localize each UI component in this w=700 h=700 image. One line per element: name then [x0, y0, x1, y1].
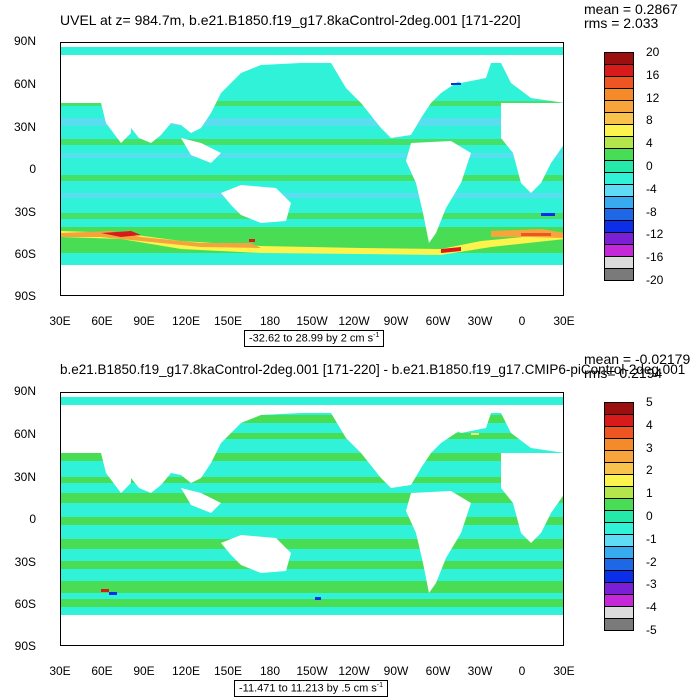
- colorbar-label: -2: [646, 554, 657, 569]
- lat-label: 90S: [14, 639, 36, 653]
- lon-label: 30E: [553, 314, 575, 328]
- colorbar-label: 0: [646, 509, 653, 523]
- lon-label: 150E: [213, 314, 243, 328]
- colorbar-label: 0: [646, 159, 653, 173]
- lat-label: 0: [29, 162, 36, 176]
- lat-label: 90S: [14, 289, 36, 303]
- lon-label: 120W: [338, 664, 370, 678]
- lon-label: 120W: [338, 314, 370, 328]
- bottom-mean-label: mean = -0.02179: [584, 351, 691, 367]
- colorbar-label: 4: [646, 417, 653, 432]
- lat-label: 0: [29, 512, 36, 526]
- top-contour-info: -32.62 to 28.99 by 2 cm s-1: [244, 330, 385, 347]
- colorbar-label: -20: [646, 273, 664, 287]
- small-anomalies: [101, 433, 479, 600]
- lon-label: 150W: [296, 314, 328, 328]
- colorbar-label: 5: [646, 395, 653, 409]
- land-mask: [61, 43, 563, 295]
- lat-label: 60S: [14, 247, 36, 261]
- lon-label: 120E: [171, 314, 201, 328]
- lon-label: 90W: [383, 664, 409, 678]
- lon-label: 60E: [91, 314, 113, 328]
- lon-label: 30W: [467, 664, 493, 678]
- colorbar-label: -4: [646, 600, 657, 615]
- lon-label: 60W: [425, 664, 451, 678]
- colorbar-label: -8: [646, 204, 657, 219]
- lat-label: 30N: [13, 470, 36, 484]
- ocean-bands: [61, 415, 563, 607]
- lon-label: 0: [518, 314, 526, 328]
- lon-label: 30E: [553, 664, 575, 678]
- lon-label: 180: [259, 314, 281, 328]
- lon-label: 0: [518, 664, 526, 678]
- colorbar-label: -1: [646, 531, 657, 546]
- colorbar-swatch: [604, 618, 634, 631]
- southern-ocean-current: [61, 227, 563, 255]
- lat-label: 30S: [14, 555, 36, 569]
- lat-label: 30S: [14, 205, 36, 219]
- top-map-plot: [60, 42, 564, 296]
- colorbar-label: -3: [646, 577, 657, 592]
- lon-label: 60W: [425, 314, 451, 328]
- lat-label: 90N: [13, 384, 36, 398]
- colorbar-label: -12: [646, 227, 664, 242]
- lon-label: 180: [259, 664, 281, 678]
- colorbar-label: -5: [646, 623, 657, 637]
- ocean-bands: [61, 101, 563, 219]
- colorbar-label: 16: [646, 67, 660, 82]
- lon-label: 90E: [133, 314, 155, 328]
- colorbar-label: 12: [646, 90, 660, 105]
- colorbar-label: 8: [646, 113, 653, 128]
- top-map-panel: UVEL at z= 984.7m, b.e21.B1850.f19_g17.8…: [13, 1, 678, 347]
- bottom-map-plot: [60, 392, 564, 646]
- colorbar-label: 2: [646, 463, 653, 478]
- bottom-map-panel: b.e21.B1850.f19_g17.8kaControl-2deg.001 …: [0, 350, 700, 700]
- small-anomalies: [249, 83, 555, 242]
- lon-label: 150W: [296, 664, 328, 678]
- colorbar-label: 20: [646, 45, 660, 59]
- lat-label: 90N: [13, 34, 36, 48]
- bottom-rms-label: rms= 0.2194: [584, 365, 663, 381]
- lat-label: 60N: [13, 77, 36, 91]
- colorbar-label: -4: [646, 181, 657, 196]
- top-map-svg: [61, 43, 563, 295]
- bottom-map-svg: [61, 393, 563, 645]
- colorbar-label: 4: [646, 136, 653, 151]
- colorbar-swatch: [604, 268, 634, 281]
- colorbar-label: -16: [646, 250, 664, 265]
- lon-label: 120E: [171, 664, 201, 678]
- colorbar-label: 3: [646, 440, 653, 455]
- top-mean-label: mean = 0.2867: [584, 1, 678, 17]
- lon-label: 30E: [49, 314, 71, 328]
- land-mask: [61, 393, 563, 645]
- bottom-map-title: b.e21.B1850.f19_g17.8kaControl-2deg.001 …: [60, 362, 686, 377]
- lon-label: 90W: [383, 314, 409, 328]
- top-rms-label: rms = 2.033: [584, 15, 659, 31]
- lon-label: 30E: [49, 664, 71, 678]
- lat-label: 60N: [13, 427, 36, 441]
- lon-label: 30W: [467, 314, 493, 328]
- lon-label: 90E: [133, 664, 155, 678]
- colorbar-label: 1: [646, 486, 653, 501]
- lat-label: 60S: [14, 597, 36, 611]
- top-map-title: UVEL at z= 984.7m, b.e21.B1850.f19_g17.8…: [60, 12, 521, 28]
- lon-label: 150E: [213, 664, 243, 678]
- lon-label: 60E: [91, 664, 113, 678]
- bottom-contour-info: -11.471 to 11.213 by .5 cm s-1: [234, 680, 389, 697]
- lat-label: 30N: [13, 120, 36, 134]
